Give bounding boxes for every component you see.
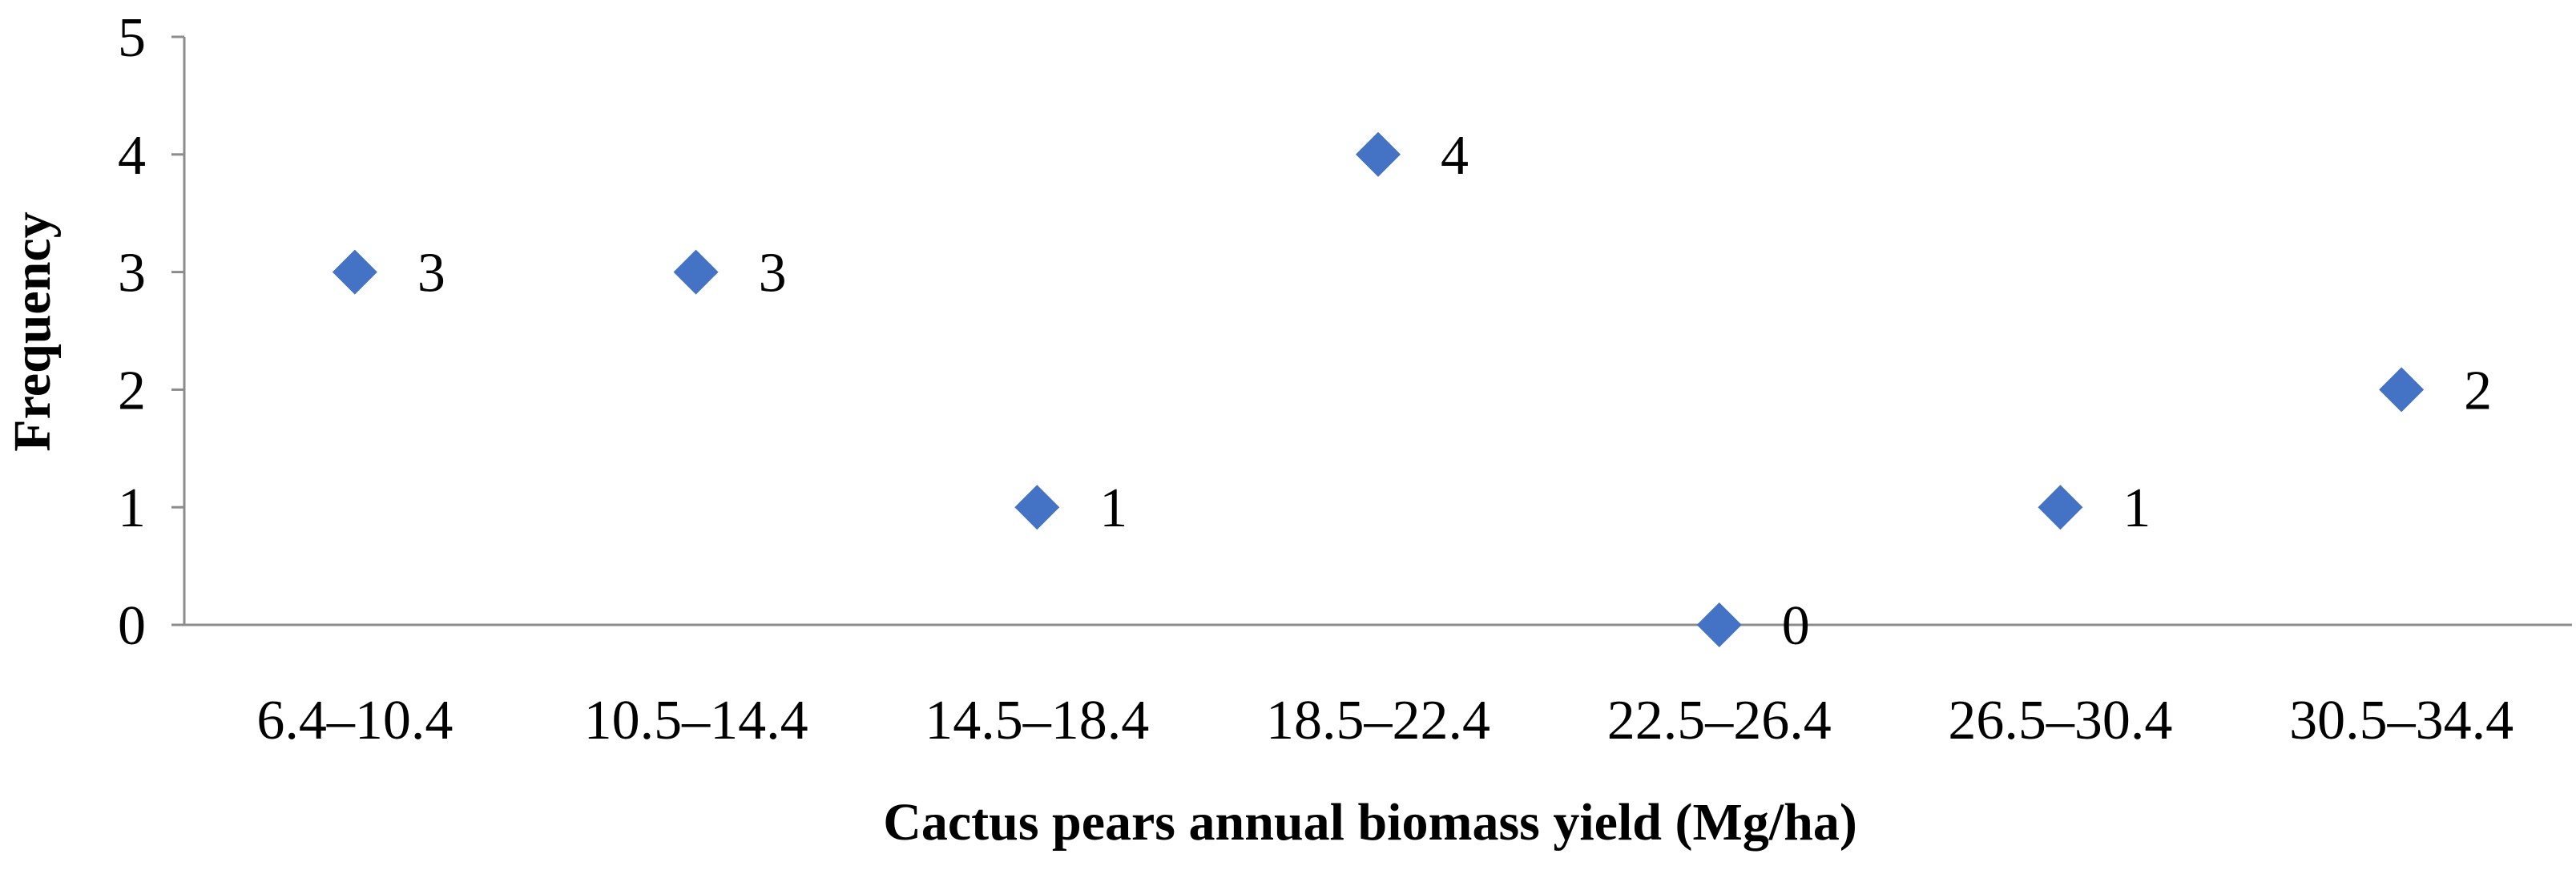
axes [183, 37, 2572, 626]
data-point-label: 1 [2122, 477, 2151, 539]
y-tick-label: 0 [118, 595, 146, 657]
data-point-label: 1 [1099, 477, 1127, 539]
y-tick-label: 1 [118, 477, 146, 539]
x-axis-categories: 6.4–10.4 10.5–14.4 14.5–18.4 18.5–22.4 22.5–… [256, 690, 2514, 751]
data-point-marker [2038, 485, 2083, 530]
x-category-label: 22.5–26.4 [1607, 690, 1832, 751]
data-point-label: 0 [1782, 595, 1810, 657]
data-labels: 3 3 1 4 0 1 2 [417, 125, 2492, 657]
y-tick-label: 3 [118, 243, 146, 304]
x-category-label: 14.5–18.4 [925, 690, 1149, 751]
data-point-marker [1356, 131, 1401, 177]
x-category-label: 30.5–34.4 [2289, 690, 2514, 751]
data-point-label: 2 [2464, 360, 2492, 421]
data-point-label: 3 [759, 243, 787, 304]
y-tick-label: 4 [118, 125, 146, 187]
data-point-marker [1696, 602, 1742, 647]
data-points [332, 131, 2425, 647]
y-axis-title: Frequency [3, 211, 62, 451]
data-point-label: 3 [417, 243, 445, 304]
y-tick-label: 2 [118, 360, 146, 421]
x-axis-title: Cactus pears annual biomass yield (Mg/ha… [883, 793, 1857, 852]
data-point-marker [673, 249, 719, 295]
x-category-label: 18.5–22.4 [1266, 690, 1490, 751]
data-point-marker [1014, 485, 1060, 530]
x-category-label: 6.4–10.4 [256, 690, 453, 751]
y-axis-ticks: 0 1 2 3 4 5 [118, 7, 184, 657]
x-category-label: 10.5–14.4 [584, 690, 808, 751]
data-point-marker [2379, 367, 2425, 413]
data-point-label: 4 [1441, 125, 1469, 187]
x-category-label: 26.5–30.4 [1948, 690, 2172, 751]
data-point-marker [332, 249, 377, 295]
y-tick-label: 5 [118, 7, 146, 69]
